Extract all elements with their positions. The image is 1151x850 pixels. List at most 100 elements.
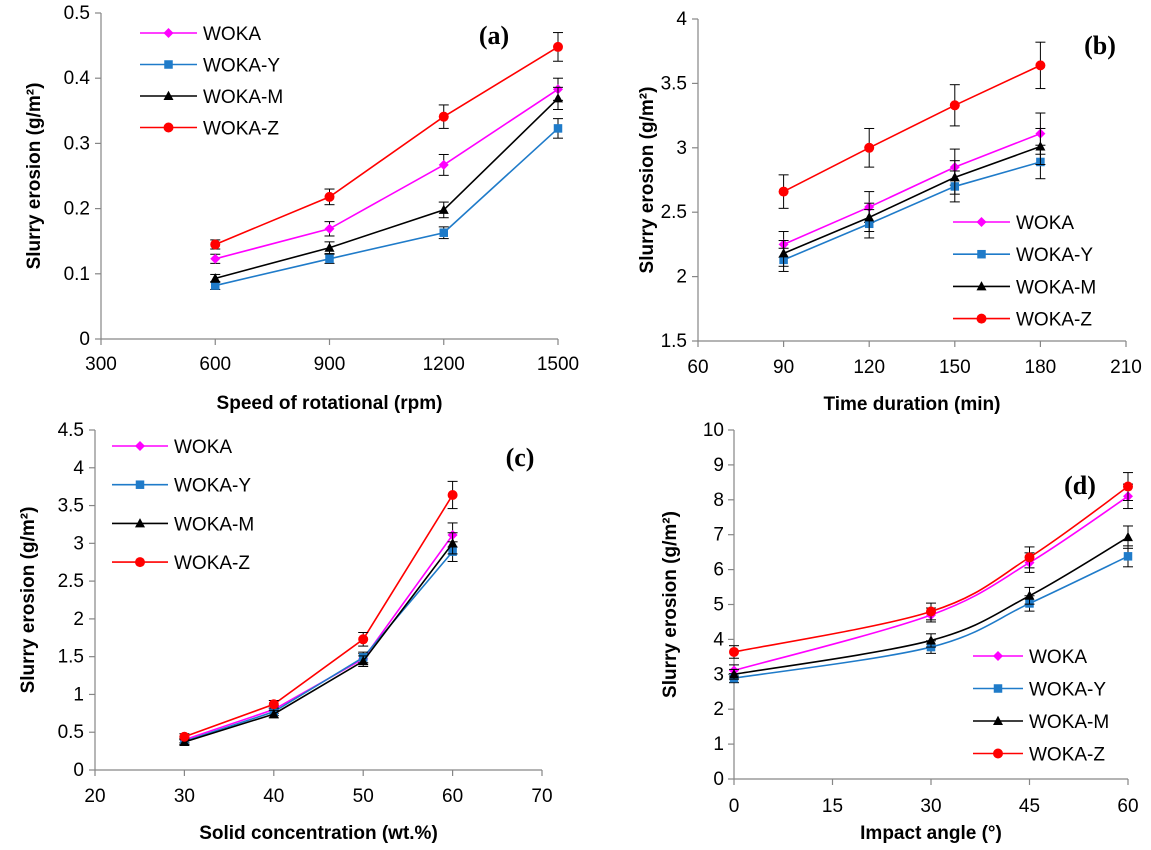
y-axis-title: Slurry erosion (g/m²) bbox=[24, 83, 45, 270]
data-point bbox=[324, 242, 335, 252]
x-tick-label: 40 bbox=[263, 786, 284, 807]
series-line bbox=[783, 132, 1041, 246]
data-point bbox=[864, 212, 875, 222]
legend-marker bbox=[993, 748, 1003, 759]
y-tick-label: 3.5 bbox=[661, 73, 687, 94]
legend-entry: WOKA-Y bbox=[973, 680, 1106, 701]
y-tick-label: 3 bbox=[676, 138, 687, 159]
x-tick-label: 60 bbox=[442, 786, 463, 807]
legend-label: WOKA-Y bbox=[203, 56, 280, 77]
series-woka-z bbox=[778, 41, 1046, 209]
data-point bbox=[358, 655, 369, 666]
data-point bbox=[864, 142, 875, 153]
legend-entry: WOKA-M bbox=[973, 712, 1109, 733]
series-woka-m bbox=[778, 127, 1046, 267]
x-tick-label: 600 bbox=[199, 354, 231, 375]
chart-panel-c: 20 30 40 50 60 70 0 0.5 1 1.5 2 2.5 3 3.5 4 4.5 Solid co… bbox=[18, 420, 553, 844]
y-axis-title: Slurry erosion (g/m²) bbox=[637, 87, 658, 274]
legend-marker bbox=[135, 441, 145, 451]
legend-entry: WOKA-M bbox=[140, 87, 283, 108]
legend-marker bbox=[993, 651, 1003, 661]
x-tick-label: 60 bbox=[687, 357, 708, 378]
series-line bbox=[184, 551, 454, 743]
data-point bbox=[553, 93, 563, 103]
legend-marker bbox=[163, 28, 174, 38]
data-point bbox=[926, 635, 936, 645]
panel-label: (a) bbox=[479, 21, 509, 50]
x-tick-label: 50 bbox=[353, 786, 374, 807]
data-point bbox=[1123, 531, 1133, 542]
y-tick-label: 2.5 bbox=[58, 571, 84, 592]
x-axis-title: Impact angle (°) bbox=[860, 823, 1002, 844]
legend-entry: WOKA bbox=[112, 437, 232, 458]
series-woka-y bbox=[210, 118, 563, 290]
data-point bbox=[553, 124, 563, 133]
legend-label: WOKA-Z bbox=[1029, 745, 1105, 766]
x-tick-label: 180 bbox=[1025, 357, 1057, 378]
data-point bbox=[949, 172, 960, 182]
y-tick-label: 3 bbox=[713, 664, 724, 685]
x-tick-label: 20 bbox=[84, 786, 105, 807]
series-woka-z bbox=[729, 472, 1133, 659]
series-line bbox=[215, 97, 559, 280]
y-tick-label: 0.5 bbox=[64, 3, 90, 24]
y-tick-label: 3 bbox=[73, 533, 84, 554]
series-line bbox=[733, 555, 1129, 679]
data-point bbox=[926, 606, 936, 617]
y-tick-label: 4 bbox=[713, 629, 724, 650]
legend-marker bbox=[976, 281, 987, 291]
y-tick-label: 10 bbox=[703, 420, 724, 441]
x-tick-label: 210 bbox=[1110, 357, 1142, 378]
series-line bbox=[733, 536, 1129, 676]
legend-marker bbox=[135, 480, 145, 489]
legend-entry: WOKA-M bbox=[112, 514, 254, 535]
y-tick-label: 1 bbox=[713, 734, 724, 755]
y-tick-label: 6 bbox=[713, 560, 724, 581]
data-point bbox=[438, 111, 449, 122]
data-point bbox=[439, 228, 448, 237]
data-point bbox=[729, 669, 739, 679]
data-point bbox=[1024, 552, 1035, 563]
legend-marker bbox=[993, 684, 1003, 693]
y-tick-label: 1.5 bbox=[661, 331, 687, 352]
data-point bbox=[211, 281, 220, 290]
series-line bbox=[215, 88, 559, 260]
series-woka bbox=[778, 112, 1046, 258]
series-line bbox=[184, 542, 454, 743]
data-point bbox=[1123, 552, 1133, 561]
data-point bbox=[324, 223, 335, 234]
data-point bbox=[325, 254, 334, 264]
data-point bbox=[1035, 60, 1046, 71]
legend-label: WOKA bbox=[1016, 213, 1074, 234]
y-tick-label: 8 bbox=[713, 490, 724, 511]
legend-entry: WOKA-Z bbox=[953, 310, 1092, 331]
legend-label: WOKA-M bbox=[1016, 277, 1096, 298]
legend-label: WOKA-M bbox=[203, 87, 283, 108]
y-tick-label: 7 bbox=[713, 525, 724, 546]
x-tick-label: 15 bbox=[822, 796, 843, 817]
y-tick-label: 1.5 bbox=[58, 647, 84, 668]
panel-label: (b) bbox=[1084, 31, 1116, 60]
chart-panel-a: 300 600 900 1200 1500 0 0.1 0.2 0.3 0.4 0.5 Speed o… bbox=[24, 3, 579, 414]
x-tick-label: 45 bbox=[1019, 796, 1040, 817]
x-axis-title: Time duration (min) bbox=[824, 394, 1001, 415]
legend-label: WOKA bbox=[174, 437, 232, 458]
y-tick-label: 3.5 bbox=[58, 496, 84, 517]
y-tick-label: 0.3 bbox=[64, 133, 90, 154]
x-tick-label: 900 bbox=[314, 354, 346, 375]
series-line bbox=[783, 161, 1041, 261]
data-point bbox=[553, 41, 563, 52]
y-tick-label: 4 bbox=[676, 9, 687, 30]
x-axis-title: Speed of rotational (rpm) bbox=[217, 393, 443, 414]
x-tick-label: 1500 bbox=[537, 354, 579, 375]
y-tick-label: 0 bbox=[713, 769, 724, 790]
series-line bbox=[184, 494, 454, 738]
y-tick-label: 2 bbox=[73, 609, 84, 630]
legend-label: WOKA-Y bbox=[174, 476, 251, 497]
x-axis-title: Solid concentration (wt.%) bbox=[199, 823, 438, 844]
x-tick-label: 300 bbox=[85, 354, 117, 375]
data-point bbox=[729, 646, 739, 657]
series-woka-z bbox=[179, 480, 458, 742]
legend-label: WOKA bbox=[1029, 647, 1087, 668]
y-tick-label: 0.2 bbox=[64, 199, 90, 220]
